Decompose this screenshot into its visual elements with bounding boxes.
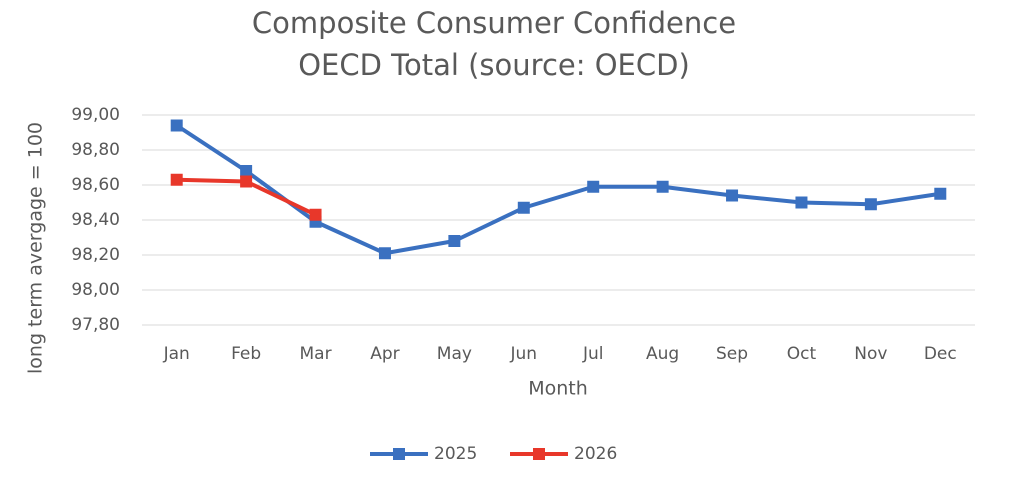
legend-marker <box>533 448 545 460</box>
y-tick-label: 98,20 <box>71 245 120 265</box>
legend-text: 2026 <box>574 444 617 464</box>
chart-title: Composite Consumer Confidence <box>252 6 736 40</box>
y-tick-label: 99,00 <box>71 105 120 125</box>
marker <box>448 235 461 247</box>
legend-marker <box>393 448 405 460</box>
marker <box>309 208 322 221</box>
x-tick-label: Oct <box>787 344 817 364</box>
marker <box>795 196 808 209</box>
y-tick-label: 98,60 <box>71 175 120 195</box>
marker <box>934 187 947 200</box>
x-tick-label: Nov <box>854 344 887 364</box>
x-tick-label: Aug <box>646 344 679 364</box>
marker <box>587 180 600 193</box>
x-tick-label: Feb <box>231 344 261 364</box>
x-tick-label: Jun <box>510 344 538 364</box>
x-tick-label: Sep <box>716 344 748 364</box>
x-tick-label: Apr <box>370 344 399 364</box>
marker <box>864 198 877 211</box>
chart-subtitle: OECD Total (source: OECD) <box>298 48 690 82</box>
x-axis-label: Month <box>528 378 588 400</box>
marker <box>240 175 253 188</box>
x-tick-label: Jan <box>163 344 190 364</box>
y-tick-label: 98,80 <box>71 140 120 160</box>
marker <box>656 180 669 193</box>
x-tick-label: Dec <box>924 344 957 364</box>
series-line <box>175 123 941 256</box>
marker <box>378 247 391 260</box>
x-tick-label: Jul <box>582 344 604 364</box>
marker <box>726 189 739 202</box>
x-tick-label: Mar <box>300 344 332 364</box>
marker <box>240 165 253 177</box>
x-tick-label: May <box>437 344 472 364</box>
marker <box>517 201 530 214</box>
y-tick-label: 98,40 <box>71 210 120 230</box>
y-tick-label: 97,80 <box>71 315 120 335</box>
marker <box>170 119 183 132</box>
legend-text: 2025 <box>434 444 477 464</box>
y-tick-label: 98,00 <box>71 280 120 300</box>
marker <box>170 173 183 186</box>
y-axis-label: long term avergage = 100 <box>25 122 47 374</box>
